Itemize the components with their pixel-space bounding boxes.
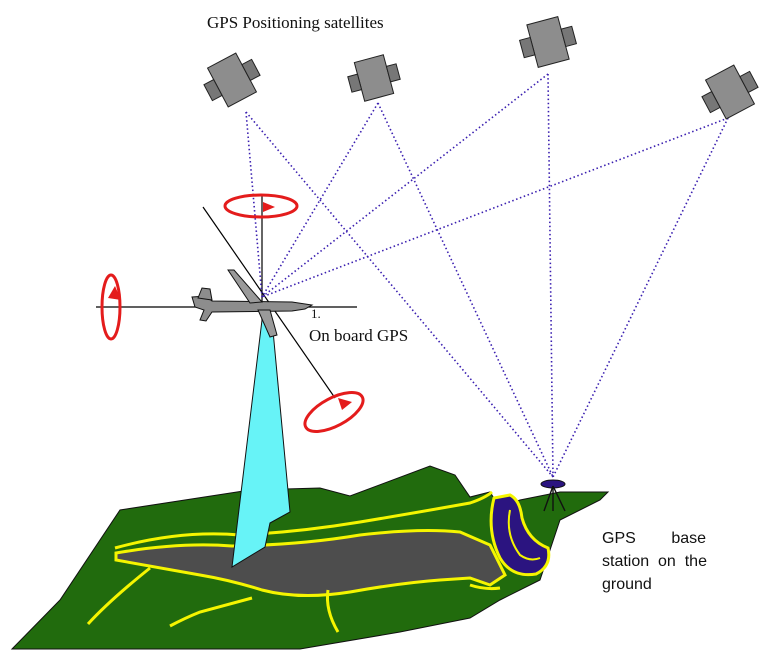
signal-sat2-base <box>377 102 554 478</box>
airplane-lower-wing <box>257 309 278 338</box>
yaw-rotation-arrow <box>223 193 299 219</box>
river-bend <box>489 493 551 577</box>
terrain <box>10 465 610 650</box>
pitch-rotation-arrow <box>303 391 365 433</box>
base-station-label-line2: station on the <box>602 553 707 570</box>
yaw-arrowhead <box>263 202 275 212</box>
signal-sat4-aircraft <box>261 117 729 298</box>
airplane-icon <box>191 269 314 338</box>
tripod-antenna-icon <box>540 479 566 512</box>
creek-4 <box>469 583 501 591</box>
satellite-2-panel-right <box>385 63 401 83</box>
signal-sat2-aircraft <box>261 102 379 298</box>
satellite-1-panel-left <box>203 78 223 102</box>
creek-1 <box>86 566 151 626</box>
satellite-3-body <box>526 15 570 69</box>
satellite-icon <box>203 52 261 108</box>
roll-rotation-arrow <box>100 273 122 341</box>
field-boundary-top <box>114 490 493 550</box>
tripod-leg-right <box>552 485 566 512</box>
onboard-gps-label: On board GPS <box>309 326 408 345</box>
airplane-upper-wing <box>227 269 264 304</box>
onboard-marker-label: 1. <box>311 306 321 321</box>
base-station-label-line1: GPS base <box>602 530 706 547</box>
satellite-4-panel-left <box>701 90 721 114</box>
rotation-arrows <box>100 193 365 433</box>
signal-sat3-base <box>547 73 554 478</box>
creek-3 <box>326 589 340 633</box>
signal-sat1-aircraft <box>245 111 263 298</box>
satellite-icon <box>347 54 401 102</box>
satellite-2-panel-left <box>347 73 363 93</box>
tripod-leg-left <box>543 485 554 512</box>
satellite-1-panel-right <box>241 58 261 82</box>
satellites-label: GPS Positioning satellites <box>207 13 384 32</box>
satellite-icon <box>518 15 578 69</box>
satellite-4-panel-right <box>739 70 759 94</box>
roll-arrowhead <box>108 286 121 300</box>
signal-sat3-aircraft <box>261 73 549 298</box>
river-inner-bank <box>507 509 541 561</box>
airplane-tail <box>197 287 213 301</box>
satellite-3-panel-right <box>560 25 578 48</box>
gps-signal-lines <box>245 73 729 478</box>
satellite-3-panel-left <box>518 36 536 59</box>
creek-2 <box>169 596 253 628</box>
signal-sat1-base <box>245 111 554 478</box>
airplane-fuselage <box>191 295 314 322</box>
aircraft-axes <box>96 196 357 399</box>
signal-sat4-base <box>552 117 729 478</box>
satellite-icon <box>701 64 759 120</box>
base-station-label-line3: ground <box>602 576 652 593</box>
pitch-arrowhead <box>338 398 352 410</box>
satellite-2-body <box>353 54 395 102</box>
